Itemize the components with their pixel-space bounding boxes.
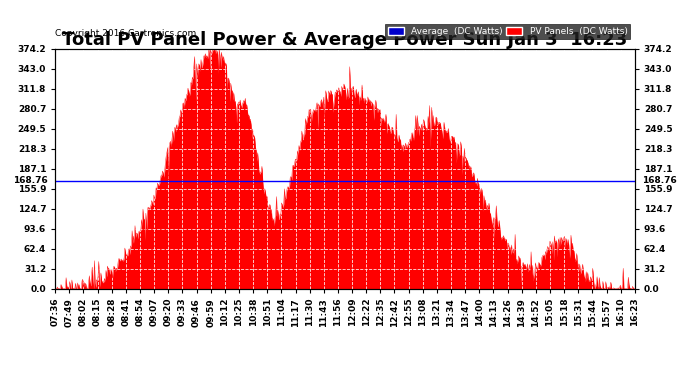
Title: Total PV Panel Power & Average Power Sun Jan 3  16:23: Total PV Panel Power & Average Power Sun… bbox=[62, 31, 628, 49]
Text: 168.76: 168.76 bbox=[642, 176, 676, 185]
Legend: Average  (DC Watts), PV Panels  (DC Watts): Average (DC Watts), PV Panels (DC Watts) bbox=[385, 24, 630, 39]
Text: 168.76: 168.76 bbox=[14, 176, 48, 185]
Text: Copyright 2016 Cartronics.com: Copyright 2016 Cartronics.com bbox=[55, 29, 197, 38]
